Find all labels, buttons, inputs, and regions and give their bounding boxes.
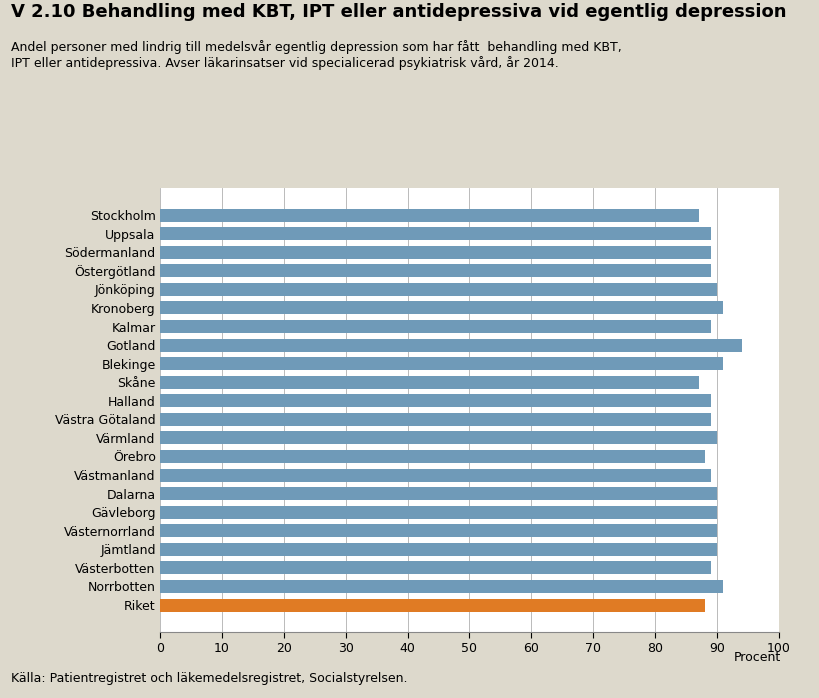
Bar xyxy=(160,394,710,408)
Bar xyxy=(160,413,710,426)
Bar xyxy=(160,506,716,519)
Bar xyxy=(160,561,710,574)
Bar xyxy=(160,302,722,314)
Text: Andel personer med lindrig till medelsvår egentlig depression som har fått  beha: Andel personer med lindrig till medelsvå… xyxy=(11,40,621,54)
Bar xyxy=(160,376,698,389)
Text: V 2.10 Behandling med KBT, IPT eller antidepressiva vid egentlig depression: V 2.10 Behandling med KBT, IPT eller ant… xyxy=(11,3,785,22)
Bar xyxy=(160,283,716,296)
Bar xyxy=(160,599,704,611)
Bar xyxy=(160,580,722,593)
Bar xyxy=(160,487,716,500)
Bar xyxy=(160,339,741,352)
Text: IPT eller antidepressiva. Avser läkarinsatser vid specialicerad psykiatrisk vård: IPT eller antidepressiva. Avser läkarins… xyxy=(11,56,558,70)
Bar xyxy=(160,524,716,537)
Bar xyxy=(160,209,698,221)
Bar xyxy=(160,431,716,445)
Bar xyxy=(160,357,722,370)
Bar xyxy=(160,265,710,277)
Bar xyxy=(160,246,710,259)
Bar xyxy=(160,450,704,463)
Bar xyxy=(160,543,716,556)
Text: Källa: Patientregistret och läkemedelsregistret, Socialstyrelsen.: Källa: Patientregistret och läkemedelsre… xyxy=(11,672,407,685)
Bar xyxy=(160,468,710,482)
Bar xyxy=(160,320,710,333)
Text: Procent: Procent xyxy=(732,651,780,664)
Bar xyxy=(160,227,710,240)
